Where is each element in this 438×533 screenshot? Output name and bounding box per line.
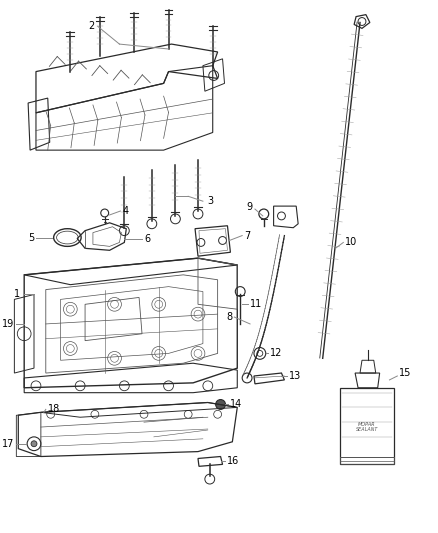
Text: 4: 4 [122,206,128,216]
Circle shape [31,441,37,447]
Text: 17: 17 [2,439,14,449]
Text: 16: 16 [227,456,240,466]
Text: 5: 5 [28,232,34,243]
Text: 10: 10 [345,237,357,247]
Text: 3: 3 [208,196,214,206]
Text: 11: 11 [250,300,262,309]
Text: 19: 19 [2,319,14,329]
Text: 1: 1 [14,289,21,300]
Text: 13: 13 [290,371,302,381]
Text: 6: 6 [144,233,150,244]
Text: 14: 14 [230,399,243,409]
Text: MOPAR
SEALANT: MOPAR SEALANT [356,422,378,432]
Text: 18: 18 [48,405,60,414]
Text: 8: 8 [226,312,233,322]
Text: 7: 7 [244,231,251,240]
Text: 12: 12 [270,349,282,358]
Text: 2: 2 [88,21,95,31]
Text: 15: 15 [399,368,412,378]
Circle shape [215,400,226,409]
Text: 9: 9 [246,202,252,212]
